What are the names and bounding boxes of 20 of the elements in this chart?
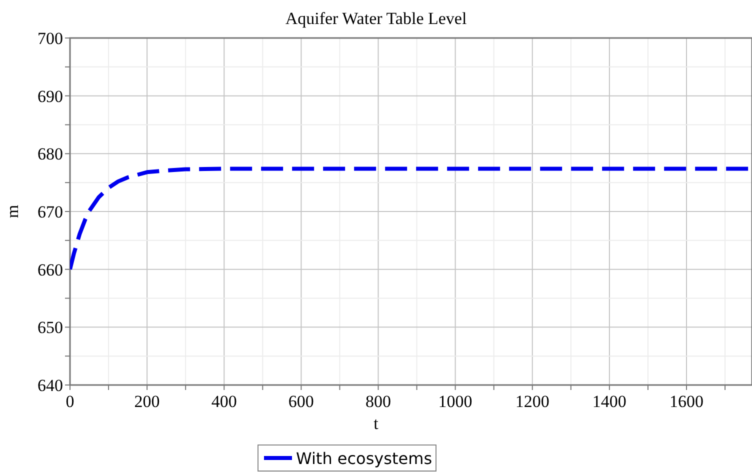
y-tick-label: 680 [38, 144, 63, 164]
x-tick-label: 200 [134, 392, 160, 411]
y-axis-title: m [3, 204, 22, 218]
x-tick-label: 1000 [438, 392, 472, 411]
x-axis-title: t [374, 414, 379, 433]
x-tick-label: 1600 [669, 392, 704, 411]
y-tick-label: 700 [38, 29, 63, 48]
x-tick-label: 1200 [515, 392, 550, 411]
y-tick-label: 650 [38, 318, 63, 338]
x-tick-label: 1400 [592, 392, 626, 411]
chart-title: Aquifer Water Table Level [285, 9, 467, 28]
y-tick-label: 690 [38, 86, 63, 106]
x-tick-label: 800 [366, 392, 391, 411]
x-tick-label: 0 [66, 392, 74, 411]
x-tick-label: 600 [288, 392, 314, 411]
legend-label: With ecosystems [296, 449, 432, 468]
x-tick-label: 400 [211, 392, 237, 411]
y-tick-label: 670 [38, 202, 63, 222]
y-tick-label: 640 [38, 376, 63, 395]
y-tick-label: 660 [38, 260, 63, 280]
